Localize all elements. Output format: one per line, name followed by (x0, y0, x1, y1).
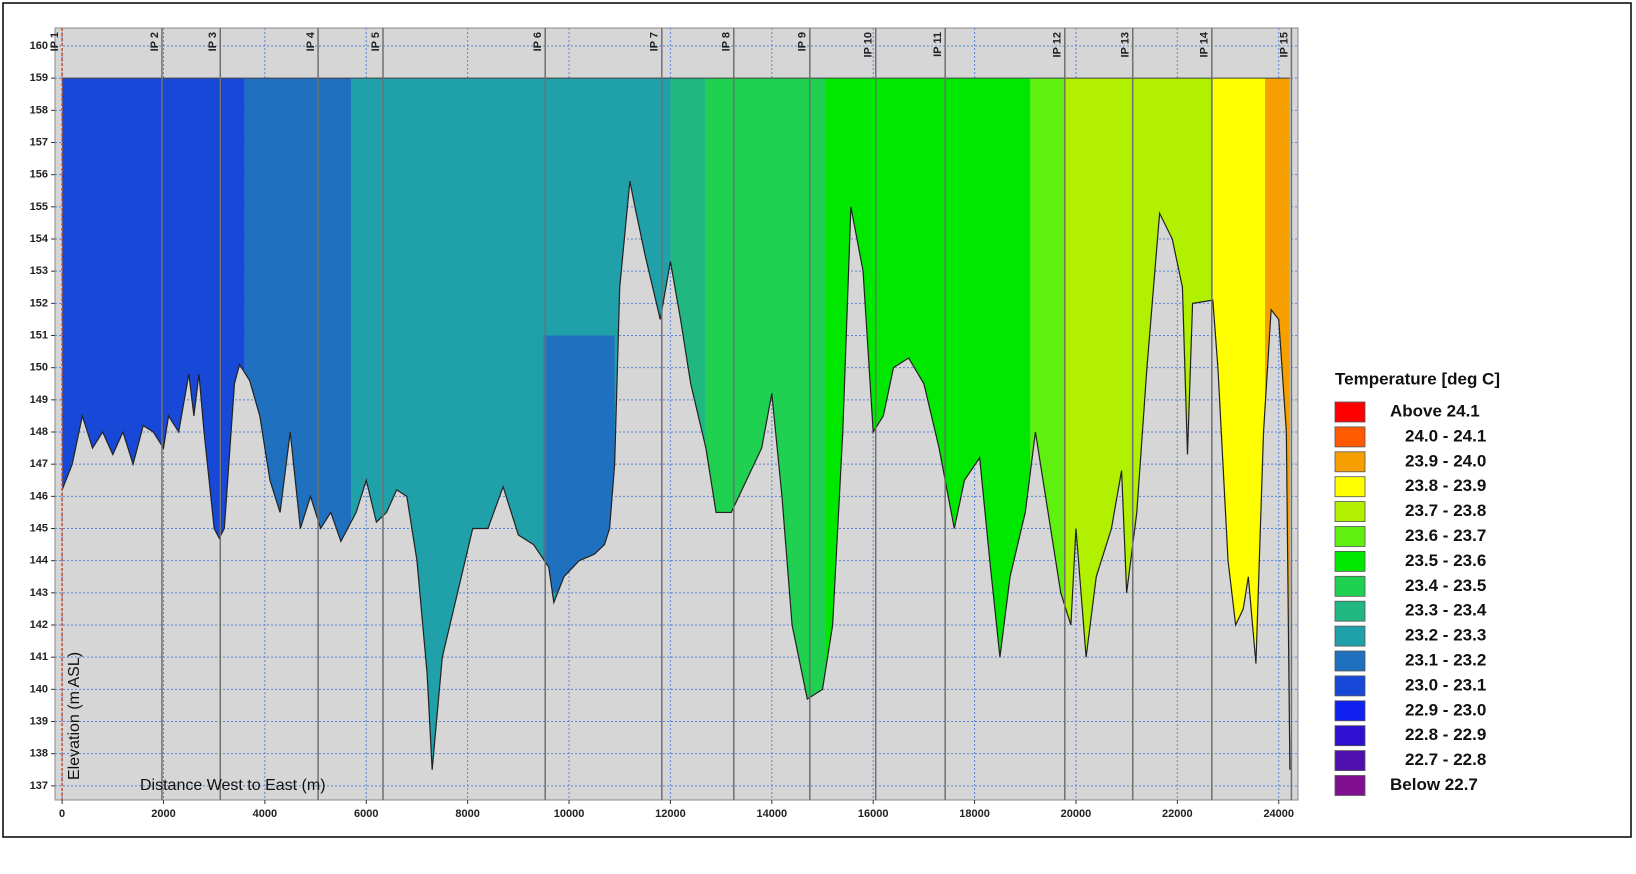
y-tick-label: 141 (30, 651, 48, 663)
legend-swatch (1334, 476, 1366, 498)
station-label: IP 11 (932, 32, 944, 57)
x-tick-label: 24000 (1263, 808, 1294, 820)
legend-label: 23.3 - 23.4 (1405, 601, 1487, 620)
legend-label: Above 24.1 (1390, 401, 1480, 420)
y-axis-label: Elevation (m ASL) (66, 652, 83, 780)
y-tick-label: 148 (30, 426, 48, 438)
x-tick-label: 16000 (858, 808, 889, 820)
station-label: IP 1 (49, 32, 61, 51)
legend-swatch (1334, 451, 1366, 473)
station-label: IP 6 (532, 32, 544, 51)
y-tick-label: 154 (30, 233, 49, 245)
legend-label: 23.1 - 23.2 (1405, 650, 1486, 669)
x-tick-label: 4000 (253, 808, 277, 820)
y-tick-label: 144 (30, 555, 49, 567)
legend-swatch (1334, 551, 1366, 572)
y-tick-label: 150 (30, 362, 48, 374)
x-tick-label: 0 (59, 808, 65, 820)
legend-label: 22.7 - 22.8 (1405, 750, 1486, 769)
legend-swatch (1334, 675, 1366, 697)
legend-swatch (1334, 426, 1366, 448)
y-tick-label: 152 (30, 297, 48, 309)
legend-swatch (1334, 775, 1366, 796)
station-label: IP 8 (721, 32, 733, 51)
station-label: IP 4 (305, 31, 317, 51)
y-tick-label: 140 (30, 683, 48, 695)
legend-swatch (1334, 750, 1366, 771)
y-tick-label: 159 (30, 72, 48, 84)
legend-swatch (1334, 501, 1366, 523)
legend-label: Below 22.7 (1390, 775, 1478, 794)
ground-profile (61, 180, 1291, 770)
legend-label: 24.0 - 24.1 (1405, 426, 1486, 445)
station-label: IP 5 (370, 32, 382, 51)
y-tick-label: 149 (30, 394, 48, 406)
station-label: IP 3 (207, 32, 219, 51)
legend-swatch (1334, 725, 1366, 747)
y-tick-label: 138 (30, 748, 48, 760)
y-tick-label: 151 (30, 329, 48, 341)
station-label: IP 10 (863, 32, 875, 58)
legend-swatch (1334, 526, 1366, 547)
x-tick-label: 14000 (757, 808, 788, 820)
y-tick-label: 157 (30, 136, 48, 148)
x-tick-label: 10000 (554, 808, 585, 820)
legend-label: 23.2 - 23.3 (1405, 626, 1486, 645)
legend-label: 23.8 - 23.9 (1405, 476, 1486, 495)
legend-label: 23.5 - 23.6 (1405, 551, 1486, 570)
x-tick-label: 20000 (1061, 808, 1092, 820)
legend-label: 23.9 - 24.0 (1405, 451, 1486, 470)
x-tick-label: 12000 (655, 808, 686, 820)
x-tick-label: 2000 (151, 808, 175, 820)
y-tick-label: 143 (30, 587, 48, 599)
station-label: IP 7 (649, 32, 661, 51)
legend-label: 22.9 - 23.0 (1405, 700, 1486, 719)
x-tick-label: 6000 (354, 808, 378, 820)
station-label: IP 2 (149, 32, 161, 51)
station-label: IP 12 (1052, 32, 1064, 58)
x-tick-label: 22000 (1162, 808, 1193, 820)
station-label: IP 14 (1199, 31, 1211, 57)
y-tick-label: 156 (30, 169, 48, 181)
x-tick-label: 18000 (959, 808, 990, 820)
legend-label: 22.8 - 22.9 (1405, 725, 1486, 744)
legend-swatch (1334, 600, 1366, 622)
y-tick-label: 158 (30, 104, 48, 116)
station-label: IP 15 (1278, 32, 1290, 58)
legend-swatch (1334, 575, 1366, 597)
legend-label: 23.4 - 23.5 (1405, 576, 1486, 595)
x-tick-label: 8000 (455, 808, 479, 820)
legend-swatch (1334, 650, 1366, 672)
station-label: IP 9 (797, 32, 809, 51)
y-tick-label: 153 (30, 265, 48, 277)
legend-label: 23.7 - 23.8 (1405, 501, 1486, 520)
y-tick-label: 147 (30, 458, 48, 470)
x-axis-label: Distance West to East (m) (140, 777, 326, 794)
legend-swatch (1334, 401, 1366, 423)
y-tick-label: 145 (30, 522, 48, 534)
y-tick-label: 160 (30, 40, 48, 52)
y-tick-label: 137 (30, 780, 48, 792)
legend-swatch (1334, 700, 1366, 722)
y-tick-label: 142 (30, 619, 48, 631)
legend-title: Temperature [deg C] (1335, 369, 1500, 388)
legend-label: 23.6 - 23.7 (1405, 526, 1486, 545)
legend-swatch (1334, 625, 1366, 647)
station-label: IP 13 (1120, 32, 1132, 58)
y-tick-label: 146 (30, 490, 48, 502)
legend-label: 23.0 - 23.1 (1405, 675, 1486, 694)
y-tick-label: 139 (30, 715, 48, 727)
y-tick-label: 155 (30, 201, 48, 213)
